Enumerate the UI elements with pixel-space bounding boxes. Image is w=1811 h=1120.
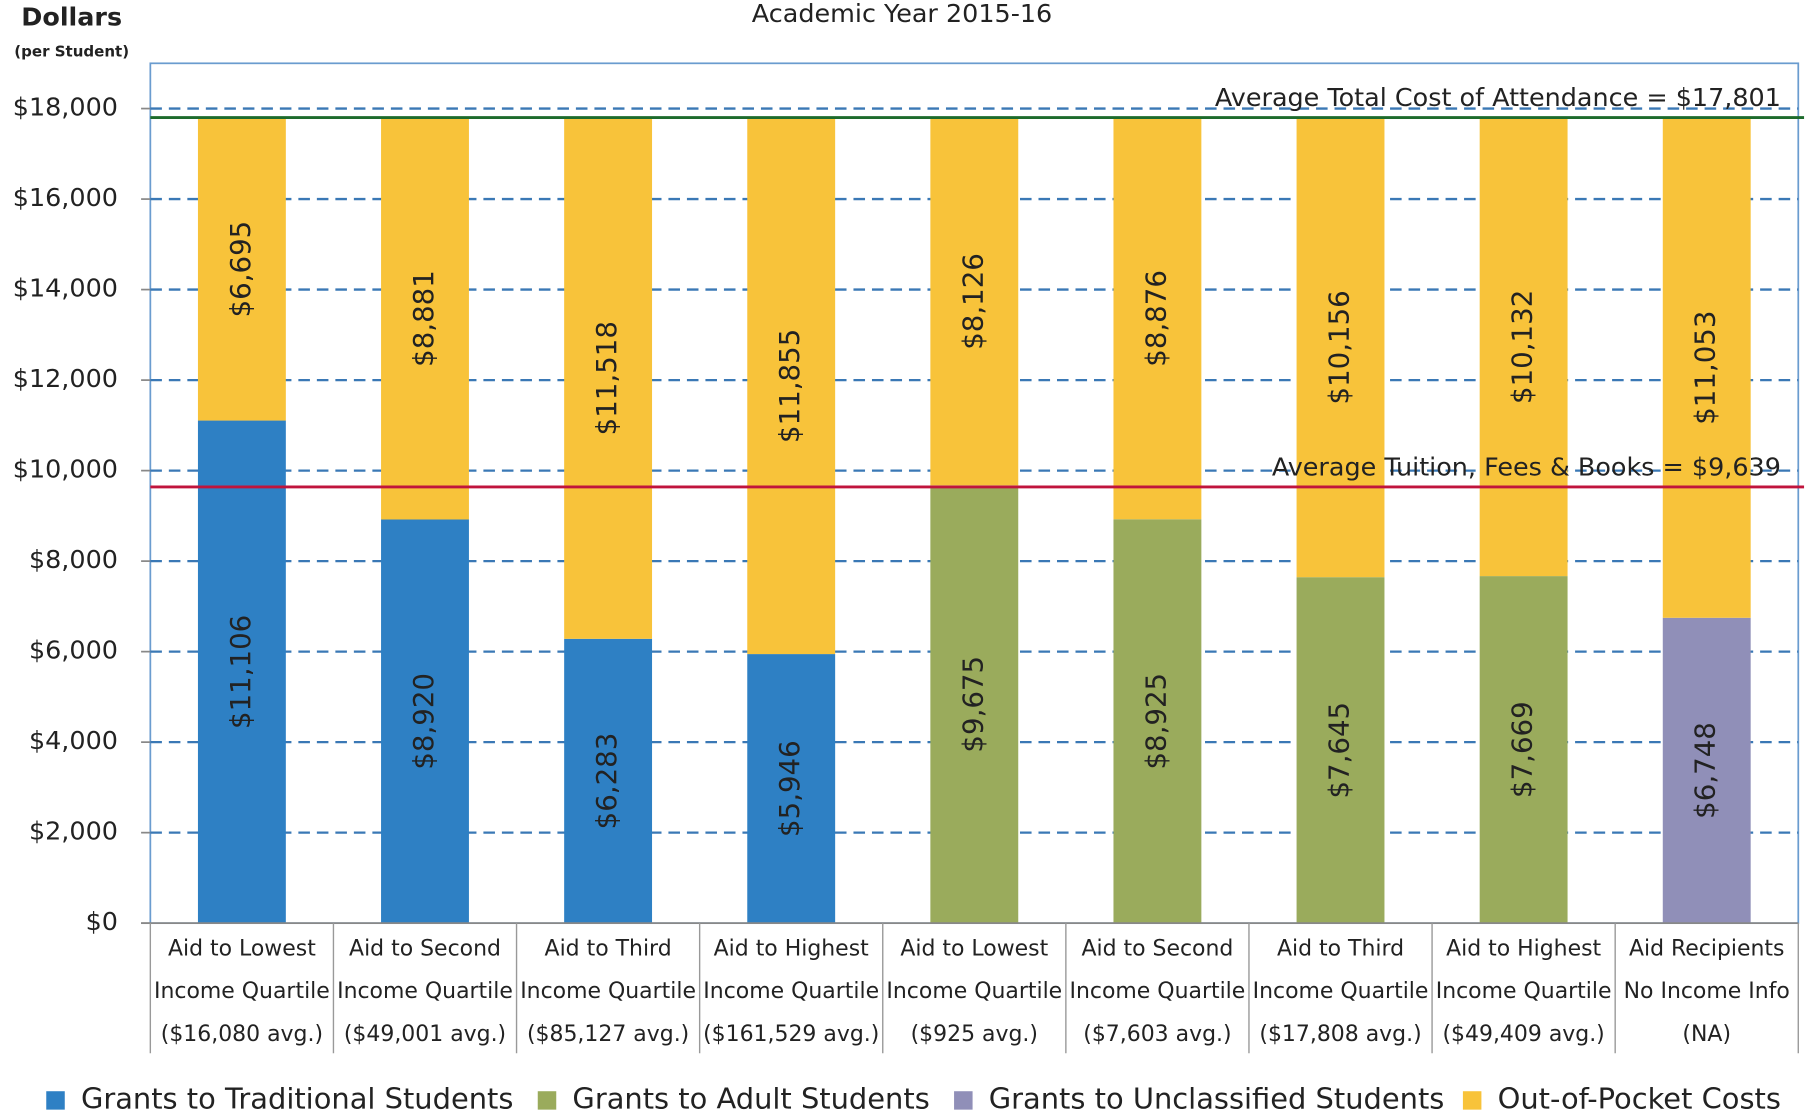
- value-label: $11,053: [1689, 311, 1722, 425]
- y-tick-label: $18,000: [13, 92, 118, 122]
- x-tick-label: ($925 avg.): [911, 1022, 1038, 1047]
- value-label: $8,876: [1139, 270, 1172, 367]
- x-tick-label: Income Quartile: [703, 979, 879, 1004]
- y-tick-label: $12,000: [13, 363, 118, 393]
- y-tick-label: $4,000: [29, 725, 118, 755]
- reference-label: Average Tuition, Fees & Books = $9,639: [1272, 452, 1781, 482]
- value-label: $7,669: [1506, 701, 1539, 798]
- bar-segment: [747, 654, 836, 924]
- x-tick-label: Aid to Highest: [1446, 937, 1601, 962]
- x-tick-label: Income Quartile: [886, 979, 1062, 1004]
- x-tick-label: Aid to Second: [349, 937, 501, 962]
- value-label: $5,946: [773, 740, 806, 837]
- bar-segment: [1479, 576, 1568, 924]
- x-tick-label: Income Quartile: [337, 979, 513, 1004]
- legend-label: Grants to Adult Students: [572, 1081, 929, 1115]
- x-tick-label: ($49,409 avg.): [1442, 1022, 1604, 1047]
- bar-segment: [564, 638, 653, 924]
- bar-segment: [1296, 117, 1385, 578]
- legend-label: Out-of-Pocket Costs: [1498, 1081, 1781, 1115]
- x-tick-label: Income Quartile: [1253, 979, 1429, 1004]
- value-label: $6,748: [1689, 722, 1722, 819]
- bar-segment: [1479, 117, 1568, 577]
- x-tick-label: Aid to Second: [1081, 937, 1233, 962]
- value-label: $8,925: [1139, 673, 1172, 770]
- bar-segment: [1296, 577, 1385, 924]
- x-tick-label: Income Quartile: [1436, 979, 1612, 1004]
- x-tick-label: Aid Recipients: [1629, 937, 1785, 962]
- legend-swatch: [954, 1091, 973, 1110]
- x-tick-label: Income Quartile: [154, 979, 330, 1004]
- y-tick-label: $0: [86, 906, 118, 936]
- y-tick-label: $14,000: [13, 273, 118, 303]
- value-label: $6,283: [590, 733, 623, 830]
- x-tick-label: ($7,603 avg.): [1083, 1022, 1231, 1047]
- bar-segment: [930, 117, 1019, 486]
- value-label: $10,132: [1506, 290, 1539, 404]
- y-tick-label: $2,000: [29, 816, 118, 846]
- y-axis-sublabel: (per Student): [14, 42, 129, 60]
- value-label: $11,855: [773, 329, 806, 443]
- value-label: $8,126: [956, 253, 989, 350]
- value-label: $9,675: [956, 656, 989, 753]
- reference-label: Average Total Cost of Attendance = $17,8…: [1215, 82, 1781, 112]
- x-tick-label: Aid to Lowest: [168, 937, 316, 962]
- x-tick-label: Aid to Lowest: [900, 937, 1048, 962]
- bar-segment: [1662, 617, 1751, 924]
- y-tick-label: $16,000: [13, 182, 118, 212]
- bar-segment: [381, 519, 469, 924]
- x-tick-label: ($17,808 avg.): [1259, 1022, 1421, 1047]
- bar-segment: [1113, 117, 1202, 520]
- bar-segment: [381, 117, 469, 520]
- legend-swatch: [46, 1091, 65, 1110]
- bar-segment: [1113, 519, 1202, 924]
- value-label: $8,920: [407, 673, 440, 770]
- legend-swatch: [1462, 1091, 1482, 1110]
- value-label: $11,518: [590, 321, 623, 435]
- bar-segment: [1662, 117, 1751, 618]
- legend-swatch: [537, 1091, 557, 1110]
- value-label: $7,645: [1322, 702, 1355, 799]
- y-tick-label: $6,000: [29, 635, 118, 665]
- y-tick-label: $10,000: [13, 454, 118, 484]
- bar-segment: [930, 485, 1019, 924]
- x-tick-label: No Income Info: [1624, 979, 1790, 1004]
- y-axis-label: Dollars: [21, 1, 122, 31]
- x-tick-label: (NA): [1682, 1022, 1731, 1047]
- bar-segment: [564, 117, 653, 639]
- x-tick-label: ($16,080 avg.): [161, 1022, 323, 1047]
- x-tick-label: ($49,001 avg.): [344, 1022, 506, 1047]
- legend-label: Grants to Unclassified Students: [989, 1081, 1445, 1115]
- legend-label: Grants to Traditional Students: [81, 1081, 513, 1115]
- value-label: $6,695: [224, 221, 257, 318]
- x-tick-label: Aid to Highest: [714, 937, 869, 962]
- x-tick-label: Aid to Third: [1277, 937, 1404, 962]
- bar-segment: [197, 117, 286, 421]
- x-tick-label: Income Quartile: [520, 979, 696, 1004]
- x-tick-label: Aid to Third: [545, 937, 672, 962]
- value-label: $8,881: [407, 270, 440, 367]
- chart-title: Academic Year 2015-16: [752, 0, 1052, 28]
- x-tick-label: Income Quartile: [1070, 979, 1246, 1004]
- x-tick-label: ($161,529 avg.): [703, 1022, 879, 1047]
- value-label: $10,156: [1322, 290, 1355, 404]
- x-tick-label: ($85,127 avg.): [527, 1022, 689, 1047]
- value-label: $11,106: [224, 615, 257, 729]
- y-tick-label: $8,000: [29, 544, 118, 574]
- bar-segment: [197, 420, 286, 924]
- bar-segment: [747, 117, 836, 655]
